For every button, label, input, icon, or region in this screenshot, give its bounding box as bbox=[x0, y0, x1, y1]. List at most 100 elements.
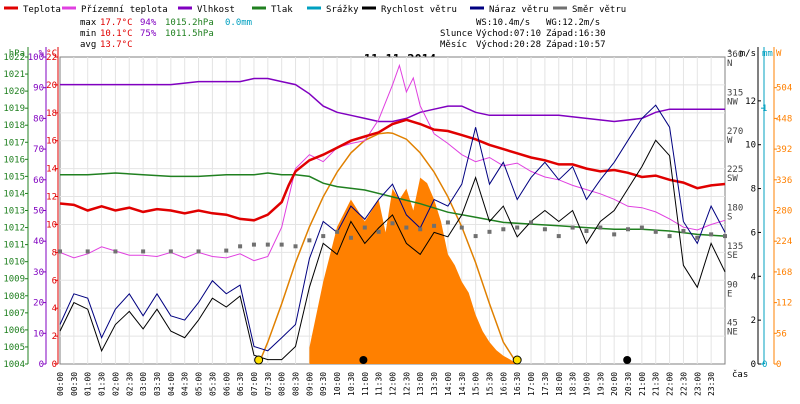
direction-tick-4: 180 bbox=[727, 204, 743, 214]
wind-direction-point-11 bbox=[293, 244, 298, 249]
x-tick-24: 12:00 bbox=[389, 372, 398, 396]
x-axis-title: čas bbox=[732, 369, 748, 380]
sunset-text: Západ:16:30 bbox=[546, 29, 606, 39]
solar-tick-6: 336 bbox=[776, 176, 792, 186]
pressure-tick-2: 1006 bbox=[3, 326, 25, 336]
x-tick-26: 13:00 bbox=[416, 372, 425, 396]
x-tick-35: 17:30 bbox=[541, 372, 550, 396]
wind-sun-moon-info: WS:10.4m/s WG:12.2m/s Slunce Východ:07:1… bbox=[440, 18, 606, 50]
stat-avg-label: avg bbox=[80, 40, 96, 50]
solar-tick-3: 168 bbox=[776, 268, 792, 278]
direction-cardinal-1: NE bbox=[727, 328, 738, 338]
direction-cardinal-8: N bbox=[727, 59, 732, 69]
direction-tick-8: 360 bbox=[727, 50, 743, 60]
rain-tick-0: 0 bbox=[762, 360, 767, 370]
x-tick-37: 18:30 bbox=[569, 372, 578, 396]
wind_speed-tick-3: 6 bbox=[751, 228, 756, 238]
x-tick-25: 12:30 bbox=[402, 372, 411, 396]
stat-min-hum: 75% bbox=[140, 29, 157, 39]
solar-radiation-area bbox=[309, 177, 518, 364]
series-layer bbox=[58, 63, 727, 361]
x-tick-28: 14:00 bbox=[444, 372, 453, 396]
wind-direction-point-35 bbox=[626, 227, 631, 232]
x-tick-17: 08:30 bbox=[292, 372, 301, 396]
pressure-tick-10: 1014 bbox=[3, 189, 25, 199]
wind_speed-tick-2: 4 bbox=[751, 272, 756, 282]
humidity-tick-3: 30 bbox=[33, 268, 44, 278]
humidity-tick-0: 0 bbox=[39, 360, 44, 370]
humidity-tick-8: 80 bbox=[33, 114, 44, 124]
stat-max-rain: 0.0mm bbox=[225, 18, 252, 28]
legend: Teplota Přízemní teplota Vlhkost Tlak Srážky… bbox=[4, 5, 626, 15]
direction-cardinal-3: SE bbox=[727, 251, 738, 261]
humidity-tick-6: 60 bbox=[33, 176, 44, 186]
x-tick-38: 19:00 bbox=[582, 372, 591, 396]
stat-max-temp: 17.7°C bbox=[100, 18, 133, 28]
stat-min-label: min bbox=[80, 29, 96, 39]
pressure-tick-12: 1016 bbox=[3, 155, 25, 165]
pressure-tick-6: 1010 bbox=[3, 258, 25, 268]
pressure-tick-16: 1020 bbox=[3, 87, 25, 97]
temperature-tick-8: 16 bbox=[46, 137, 57, 147]
x-tick-14: 07:00 bbox=[250, 372, 259, 396]
x-tick-46: 23:00 bbox=[693, 372, 702, 396]
pressure-tick-11: 1015 bbox=[3, 172, 25, 182]
x-tick-10: 05:00 bbox=[195, 372, 204, 396]
x-tick-30: 15:00 bbox=[472, 372, 481, 396]
x-tick-31: 15:30 bbox=[485, 372, 494, 396]
wind-direction-point-24 bbox=[473, 234, 478, 239]
direction-cardinal-6: W bbox=[727, 136, 733, 146]
direction-tick-5: 225 bbox=[727, 165, 743, 175]
legend-label-6: Náraz větru bbox=[489, 5, 549, 15]
wind-direction-point-36 bbox=[639, 225, 644, 230]
temperature-tick-2: 4 bbox=[52, 304, 57, 314]
rain-tick-1: 1 bbox=[762, 104, 767, 114]
x-tick-19: 09:30 bbox=[319, 372, 328, 396]
x-tick-22: 11:00 bbox=[361, 372, 370, 396]
wind_speed-axis-unit: m/s bbox=[740, 49, 756, 59]
stat-min-press: 1011.5hPa bbox=[165, 29, 214, 39]
wind_speed-tick-0: 0 bbox=[751, 360, 756, 370]
legend-label-3: Tlak bbox=[271, 5, 293, 15]
x-tick-45: 22:30 bbox=[679, 372, 688, 396]
direction-tick-7: 315 bbox=[727, 88, 743, 98]
x-tick-3: 01:30 bbox=[98, 372, 107, 396]
pressure-tick-17: 1021 bbox=[3, 70, 25, 80]
humidity-tick-9: 90 bbox=[33, 84, 44, 94]
wind-direction-point-5 bbox=[196, 249, 201, 254]
wind-direction-point-39 bbox=[681, 228, 686, 233]
temperature-tick-7: 14 bbox=[46, 165, 57, 175]
x-tick-43: 21:30 bbox=[652, 372, 661, 396]
wind_speed-tick-1: 2 bbox=[751, 316, 756, 326]
pressure-tick-7: 1011 bbox=[3, 241, 25, 251]
solar-theoretical-curve bbox=[258, 131, 518, 365]
direction-cardinal-7: NW bbox=[727, 97, 738, 107]
wind-direction-point-0 bbox=[58, 249, 62, 254]
legend-label-1: Přízemní teplota bbox=[81, 5, 168, 15]
pressure-tick-14: 1018 bbox=[3, 121, 25, 131]
direction-axis-unit: ° bbox=[727, 49, 732, 59]
sunrise-text: Východ:07:10 bbox=[476, 29, 541, 39]
wind-direction-point-2 bbox=[113, 249, 118, 254]
humidity-tick-1: 10 bbox=[33, 329, 44, 339]
sunset-marker bbox=[512, 355, 522, 365]
x-tick-4: 02:00 bbox=[111, 372, 120, 396]
wind-direction-point-17 bbox=[376, 229, 381, 234]
wg-text: WG:12.2m/s bbox=[546, 18, 600, 28]
wind-direction-point-25 bbox=[487, 229, 492, 234]
wind-direction-point-12 bbox=[307, 238, 312, 243]
series-rychlost-větru bbox=[59, 139, 726, 361]
solar-layer bbox=[258, 131, 518, 365]
humidity-tick-2: 20 bbox=[33, 299, 44, 309]
ws-text: WS:10.4m/s bbox=[476, 18, 530, 28]
wind-direction-point-29 bbox=[542, 227, 547, 232]
series-náraz-větru bbox=[59, 104, 726, 352]
solar-tick-7: 392 bbox=[776, 145, 792, 155]
direction-cardinal-5: SW bbox=[727, 174, 738, 184]
pressure-tick-13: 1017 bbox=[3, 138, 25, 148]
pressure-tick-0: 1004 bbox=[3, 360, 25, 370]
x-tick-23: 11:30 bbox=[375, 372, 384, 396]
wind-direction-point-8 bbox=[251, 242, 256, 247]
stat-max-label: max bbox=[80, 18, 97, 28]
